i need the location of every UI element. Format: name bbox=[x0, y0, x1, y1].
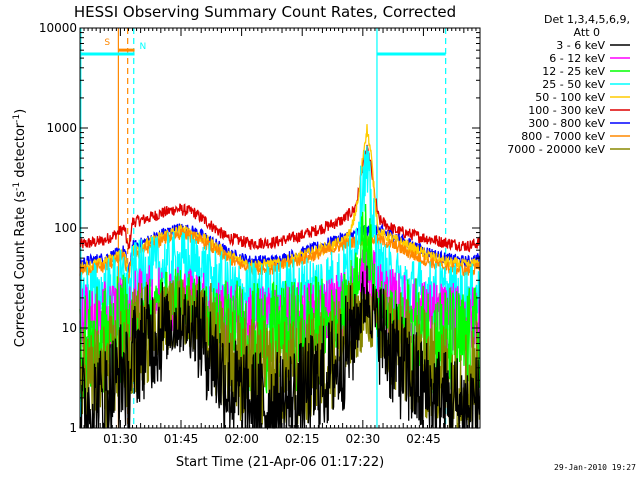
chart-title: HESSI Observing Summary Count Rates, Cor… bbox=[74, 3, 456, 21]
legend-entry-label: 3 - 6 keV bbox=[556, 39, 605, 52]
x-tick-label: 02:00 bbox=[224, 432, 259, 446]
legend-entry-label: 50 - 100 keV bbox=[535, 91, 605, 104]
legend-entry-label: 7000 - 20000 keV bbox=[507, 143, 605, 156]
x-tick-label: 02:15 bbox=[285, 432, 320, 446]
y-tick-label: 1 bbox=[69, 421, 77, 435]
y-tick-label: 10 bbox=[62, 321, 77, 335]
y-axis-label: Corrected Count Rate (s-1 detector-1) bbox=[12, 109, 28, 347]
timestamp: 29-Jan-2010 19:27 bbox=[554, 463, 636, 472]
x-tick-label: 02:30 bbox=[346, 432, 381, 446]
x-tick-label: 01:30 bbox=[103, 432, 138, 446]
legend-entry-label: 300 - 800 keV bbox=[528, 117, 605, 130]
legend-entry-label: 100 - 300 keV bbox=[528, 104, 605, 117]
y-tick-label: 100 bbox=[54, 221, 77, 235]
x-tick-label: 01:45 bbox=[164, 432, 199, 446]
x-tick-label: 02:45 bbox=[406, 432, 441, 446]
marker-label-n: N bbox=[140, 42, 147, 52]
legend-entry-label: 12 - 25 keV bbox=[542, 65, 605, 78]
marker-label-s: S bbox=[104, 38, 110, 48]
y-axis-label-sup-2: -1 bbox=[12, 114, 22, 123]
legend-title-line-1: Det 1,3,4,5,6,9, bbox=[544, 13, 630, 26]
legend-entry-label: 25 - 50 keV bbox=[542, 78, 605, 91]
legend-entry-label: 800 - 7000 keV bbox=[521, 130, 605, 143]
x-axis-label: Start Time (21-Apr-06 01:17:22) bbox=[176, 455, 384, 470]
y-axis-label-part-1: Corrected Count Rate (s bbox=[13, 191, 28, 348]
y-tick-label: 1000 bbox=[46, 121, 77, 135]
y-axis-label-part-2: detector bbox=[13, 122, 28, 182]
legend-entry-label: 6 - 12 keV bbox=[549, 52, 605, 65]
y-axis-label-part-3: ) bbox=[13, 109, 28, 114]
x-axis: 01:30 01:45 02:00 02:15 02:30 02:45 bbox=[79, 28, 481, 446]
series-line-100to300keV bbox=[79, 144, 481, 253]
y-axis: 1 10 100 1000 10000 bbox=[39, 21, 480, 435]
y-tick-label: 10000 bbox=[39, 21, 77, 35]
legend-title-line-2: Att 0 bbox=[574, 26, 600, 39]
y-axis-label-sup-1: -1 bbox=[12, 182, 22, 191]
